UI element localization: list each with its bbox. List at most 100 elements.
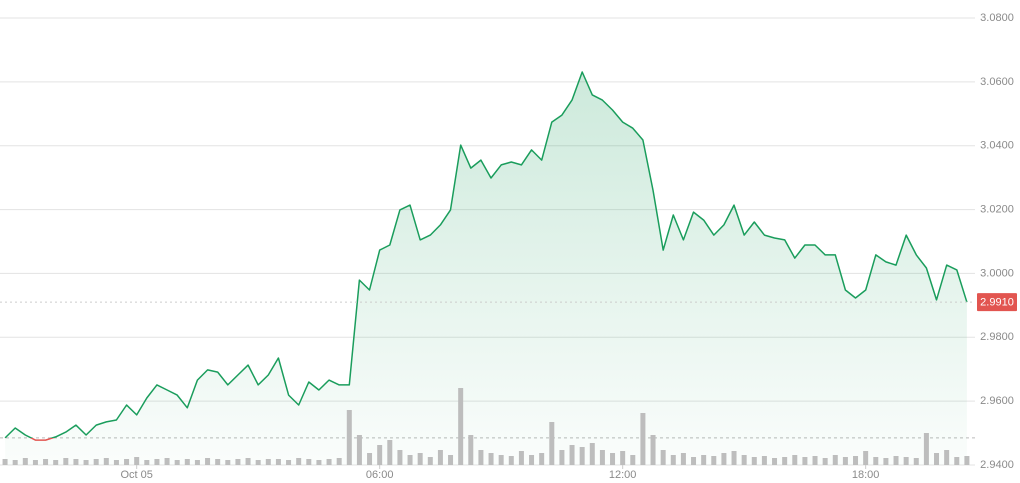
volume-bar xyxy=(549,422,555,465)
volume-bar xyxy=(286,460,292,465)
volume-bar xyxy=(316,460,322,465)
volume-bar xyxy=(964,456,970,465)
volume-bar xyxy=(377,445,383,465)
volume-bar xyxy=(559,450,565,465)
volume-bar xyxy=(12,460,18,465)
volume-bar xyxy=(599,450,605,465)
y-tick-label: 3.0200 xyxy=(980,203,1014,215)
volume-bar xyxy=(417,453,423,465)
volume-bar xyxy=(589,443,595,465)
volume-bar xyxy=(812,456,818,465)
volume-bar xyxy=(22,458,28,465)
volume-bar xyxy=(346,410,352,465)
volume-bar xyxy=(144,460,150,465)
y-tick-label: 3.0000 xyxy=(980,267,1014,279)
volume-bar xyxy=(113,460,119,465)
volume-bar xyxy=(529,455,535,465)
volume-bar xyxy=(73,459,79,465)
volume-bar xyxy=(164,458,170,465)
x-tick-label: 18:00 xyxy=(852,469,880,481)
volume-bar xyxy=(174,460,180,465)
volume-bar xyxy=(437,450,443,465)
volume-bar xyxy=(539,453,545,465)
volume-bar xyxy=(923,433,929,465)
volume-bar xyxy=(448,455,454,465)
volume-bar xyxy=(336,458,342,465)
price-line xyxy=(4,71,968,441)
volume-bar xyxy=(235,459,241,465)
volume-bar xyxy=(792,455,798,465)
volume-bar xyxy=(255,460,261,465)
volume-bar xyxy=(296,458,302,465)
volume-bar xyxy=(680,453,686,465)
volume-bar xyxy=(407,455,413,465)
y-tick-label: 2.9400 xyxy=(980,459,1014,471)
volume-bar xyxy=(569,445,575,465)
volume-bar xyxy=(265,459,271,465)
volume-bar xyxy=(103,458,109,465)
volume-bar xyxy=(903,457,909,465)
x-tick-label: Oct 05 xyxy=(120,469,152,481)
volume-bar xyxy=(913,458,919,465)
volume-bar xyxy=(356,435,362,465)
y-tick-label: 2.9600 xyxy=(980,395,1014,407)
volume-bar xyxy=(225,460,231,465)
y-tick-label: 3.0800 xyxy=(980,12,1014,24)
volume-bar xyxy=(468,435,474,465)
y-tick-label: 3.0400 xyxy=(980,140,1014,152)
volume-bar xyxy=(802,457,808,465)
volume-bar xyxy=(124,459,130,465)
volume-bar xyxy=(154,459,160,465)
volume-bar xyxy=(93,459,99,465)
volume-bar xyxy=(518,451,524,465)
volume-bar xyxy=(2,459,8,465)
volume-bar xyxy=(215,459,221,465)
volume-bar xyxy=(397,450,403,465)
volume-bar xyxy=(245,458,251,465)
volume-bar xyxy=(508,456,514,465)
volume-bar xyxy=(883,458,889,465)
volume-bar xyxy=(498,455,504,465)
volume-bar xyxy=(741,455,747,465)
volume-bar xyxy=(184,459,190,465)
volume-bar xyxy=(306,459,312,465)
volume-bar xyxy=(194,460,200,465)
volume-bar xyxy=(458,388,464,465)
volume-bar xyxy=(63,458,69,465)
volume-bar xyxy=(701,455,707,465)
volume-bar xyxy=(731,451,737,465)
volume-bar xyxy=(691,457,697,465)
volume-bar xyxy=(944,450,950,465)
volume-bar xyxy=(853,456,859,465)
volume-bar xyxy=(630,455,636,465)
x-tick-label: 12:00 xyxy=(609,469,637,481)
volume-bar xyxy=(640,413,646,465)
volume-bar xyxy=(934,453,940,465)
volume-bar xyxy=(43,459,49,465)
volume-bar xyxy=(782,457,788,465)
volume-bar xyxy=(832,455,838,465)
volume-bar xyxy=(610,453,616,465)
volume-bar xyxy=(650,435,656,465)
volume-bar xyxy=(873,457,879,465)
volume-bar xyxy=(367,453,373,465)
volume-bar xyxy=(863,451,869,465)
y-tick-label: 3.0600 xyxy=(980,76,1014,88)
volume-bar xyxy=(134,457,140,465)
volume-bar xyxy=(478,450,484,465)
volume-bar xyxy=(579,447,585,465)
area-fill xyxy=(5,72,967,465)
y-tick-label: 2.9800 xyxy=(980,331,1014,343)
volume-bar xyxy=(620,451,626,465)
last-price-box xyxy=(977,293,1017,312)
volume-bar xyxy=(761,456,767,465)
volume-bar xyxy=(427,457,433,465)
volume-bar xyxy=(670,455,676,465)
volume-bar xyxy=(711,456,717,465)
x-tick-label: 06:00 xyxy=(366,469,394,481)
volume-bar xyxy=(387,440,393,465)
volume-bar xyxy=(488,453,494,465)
volume-bar xyxy=(53,460,59,465)
volume-bar xyxy=(893,456,899,465)
